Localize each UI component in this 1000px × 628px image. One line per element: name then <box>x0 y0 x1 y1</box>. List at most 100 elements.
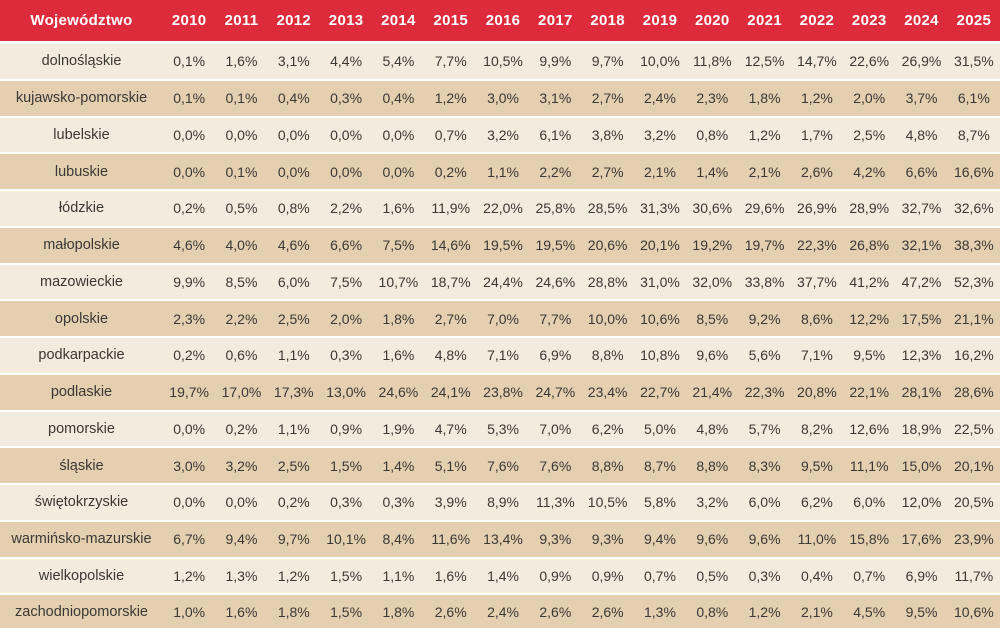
percentage-cell: 13,4% <box>476 521 530 559</box>
percentage-cell: 13,0% <box>319 374 373 412</box>
table-row: wielkopolskie 1,2% 1,3% 1,2% 1,5% 1,1% 1,6% 1,4… <box>0 558 1000 596</box>
percentage-cell: 28,1% <box>895 374 948 412</box>
percentage-cell: 1,6% <box>372 191 425 228</box>
table-row: łódzkie 0,2% 0,5% 0,8% 2,2% 1,6% 11,9% 22,0% 25,… <box>0 191 1000 228</box>
percentage-cell: 4,6% <box>163 227 216 265</box>
column-header-year: 2011 <box>215 0 268 44</box>
percentage-cell: 6,6% <box>895 154 948 191</box>
column-header-voivodeship: Województwo <box>0 0 163 44</box>
percentage-cell: 6,1% <box>529 117 582 155</box>
percentage-cell: 0,1% <box>215 80 268 118</box>
table-row: zachodniopomorskie 1,0% 1,6% 1,8% 1,5% 1,8% 2,… <box>0 595 1000 628</box>
row-header-voivodeship: zachodniopomorskie <box>0 595 163 628</box>
percentage-cell: 8,6% <box>790 301 844 338</box>
percentage-cell: 3,2% <box>686 485 739 522</box>
percentage-cell: 2,4% <box>476 595 530 628</box>
row-header-voivodeship: pomorskie <box>0 411 163 449</box>
percentage-cell: 1,8% <box>372 595 425 628</box>
percentage-cell: 3,9% <box>424 485 477 522</box>
percentage-cell: 2,7% <box>581 154 634 191</box>
percentage-cell: 4,0% <box>215 227 268 265</box>
percentage-cell: 19,2% <box>686 227 739 265</box>
row-header-voivodeship: opolskie <box>0 301 163 338</box>
table-row: warmińsko-mazurskie 6,7% 9,4% 9,7% 10,1% 8,4%… <box>0 521 1000 559</box>
percentage-cell: 19,5% <box>476 227 530 265</box>
percentage-cell: 23,9% <box>947 521 1000 559</box>
row-header-voivodeship: śląskie <box>0 448 163 485</box>
percentage-cell: 0,3% <box>319 338 373 375</box>
percentage-cell: 1,8% <box>267 595 320 628</box>
percentage-cell: 3,1% <box>529 80 582 118</box>
percentage-cell: 32,0% <box>686 264 739 302</box>
percentage-cell: 25,8% <box>529 191 582 228</box>
percentage-cell: 2,7% <box>581 80 634 118</box>
table-header: Województwo 2010 2011 2012 2013 2014 2015 2016… <box>0 0 1000 44</box>
percentage-cell: 0,0% <box>319 154 373 191</box>
percentage-cell: 19,7% <box>163 374 216 412</box>
percentage-cell: 1,2% <box>790 80 844 118</box>
percentage-cell: 0,0% <box>319 117 373 155</box>
percentage-cell: 28,6% <box>947 374 1000 412</box>
percentage-cell: 7,6% <box>476 448 530 485</box>
table-row: mazowieckie 9,9% 8,5% 6,0% 7,5% 10,7% 18,7% 24,… <box>0 264 1000 302</box>
percentage-cell: 32,1% <box>895 227 948 265</box>
percentage-cell: 6,9% <box>529 338 582 375</box>
row-header-voivodeship: kujawsko-pomorskie <box>0 80 163 118</box>
percentage-cell: 20,5% <box>947 485 1000 522</box>
percentage-cell: 8,5% <box>215 264 268 302</box>
column-header-year: 2016 <box>476 0 530 44</box>
percentage-cell: 11,9% <box>424 191 477 228</box>
column-header-year: 2023 <box>843 0 896 44</box>
percentage-cell: 0,4% <box>372 80 425 118</box>
percentage-cell: 4,4% <box>319 44 373 81</box>
percentage-cell: 47,2% <box>895 264 948 302</box>
percentage-cell: 8,9% <box>476 485 530 522</box>
percentage-cell: 7,7% <box>424 44 477 81</box>
percentage-cell: 10,8% <box>633 338 687 375</box>
percentage-cell: 24,1% <box>424 374 477 412</box>
percentage-cell: 1,2% <box>424 80 477 118</box>
row-header-voivodeship: świętokrzyskie <box>0 485 163 522</box>
percentage-cell: 11,1% <box>843 448 896 485</box>
percentage-cell: 8,8% <box>581 338 634 375</box>
percentage-cell: 2,2% <box>215 301 268 338</box>
percentage-cell: 32,7% <box>895 191 948 228</box>
percentage-cell: 8,7% <box>947 117 1000 155</box>
percentage-cell: 0,5% <box>686 558 739 596</box>
percentage-cell: 2,5% <box>267 448 320 485</box>
percentage-cell: 1,4% <box>476 558 530 596</box>
percentage-cell: 1,3% <box>633 595 687 628</box>
percentage-cell: 3,2% <box>476 117 530 155</box>
percentage-cell: 5,6% <box>738 338 791 375</box>
percentage-cell: 5,3% <box>476 411 530 449</box>
row-header-voivodeship: mazowieckie <box>0 264 163 302</box>
table-body: dolnośląskie 0,1% 1,6% 3,1% 4,4% 5,4% 7,7% 10,5… <box>0 44 1000 628</box>
percentage-cell: 9,3% <box>529 521 582 559</box>
percentage-cell: 5,0% <box>633 411 687 449</box>
percentage-cell: 1,1% <box>476 154 530 191</box>
percentage-cell: 1,2% <box>163 558 216 596</box>
percentage-cell: 0,7% <box>633 558 687 596</box>
percentage-cell: 3,0% <box>476 80 530 118</box>
percentage-cell: 31,0% <box>633 264 687 302</box>
percentage-cell: 23,8% <box>476 374 530 412</box>
percentage-cell: 4,8% <box>686 411 739 449</box>
percentage-cell: 4,5% <box>843 595 896 628</box>
percentage-cell: 12,2% <box>843 301 896 338</box>
percentage-cell: 10,5% <box>581 485 634 522</box>
percentage-cell: 10,7% <box>372 264 425 302</box>
row-header-voivodeship: warmińsko-mazurskie <box>0 521 163 559</box>
percentage-cell: 19,5% <box>529 227 582 265</box>
percentage-cell: 29,6% <box>738 191 791 228</box>
percentage-cell: 3,1% <box>267 44 320 81</box>
row-header-voivodeship: łódzkie <box>0 191 163 228</box>
table-row: podkarpackie 0,2% 0,6% 1,1% 0,3% 1,6% 4,8% 7,1%… <box>0 338 1000 375</box>
percentage-cell: 1,5% <box>319 558 373 596</box>
percentage-cell: 1,5% <box>319 595 373 628</box>
percentage-cell: 6,0% <box>738 485 791 522</box>
percentage-cell: 0,0% <box>163 411 216 449</box>
percentage-cell: 2,6% <box>424 595 477 628</box>
column-header-year: 2020 <box>686 0 739 44</box>
column-header-year: 2024 <box>895 0 948 44</box>
